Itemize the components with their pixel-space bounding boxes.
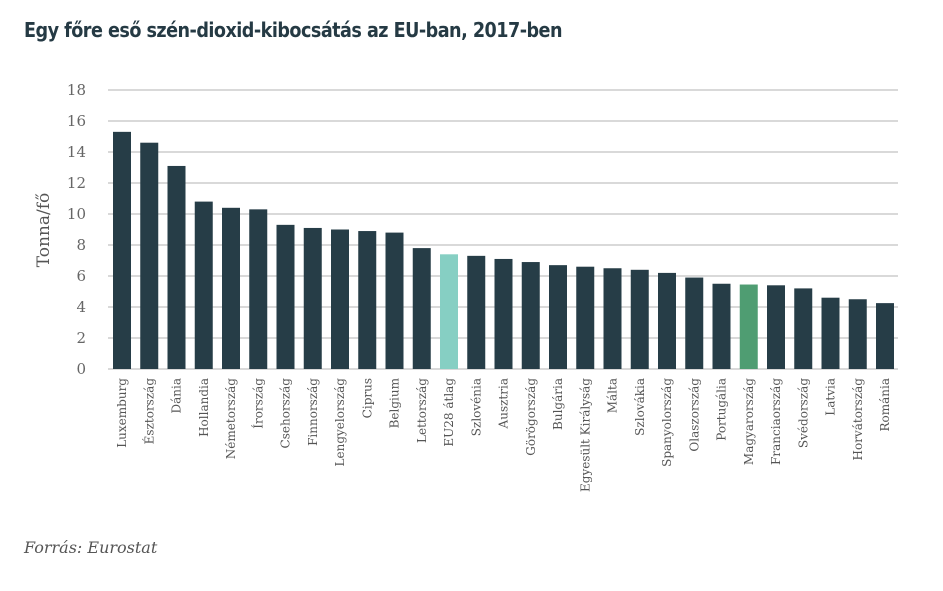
x-tick-label: Luxemburg: [115, 378, 129, 448]
x-tick-label: Hollandia: [197, 378, 211, 437]
bar-észtország: [140, 142, 159, 369]
y-tick-label: 6: [76, 267, 86, 285]
bar-belgium: [385, 232, 404, 369]
bar-portugália: [712, 283, 731, 369]
bar-latvia: [821, 297, 840, 369]
x-tick-label: Írország: [250, 378, 265, 429]
x-tick-label: Svédország: [796, 378, 810, 448]
x-tick-label: Olaszország: [687, 378, 701, 452]
bar-finnország: [303, 227, 322, 369]
x-tick-label: Lettország: [415, 378, 429, 443]
bar-ausztria: [494, 258, 513, 369]
x-tick-label: Ciprus: [360, 378, 374, 418]
x-tick-label: Szlovénia: [469, 378, 483, 436]
x-tick-label: Lengyelország: [333, 378, 347, 467]
y-tick-label: 4: [76, 298, 86, 316]
y-tick-label: 14: [67, 143, 86, 161]
bar-franciaország: [767, 285, 785, 369]
x-tick-label: Görögország: [524, 378, 538, 456]
x-tick-label: Franciaország: [769, 378, 783, 465]
x-tick-label: Spanyolország: [660, 378, 674, 467]
bar-málta: [603, 268, 622, 369]
bar-ciprus: [358, 231, 377, 369]
y-axis-ticks: 0 2 4 6 8 10 12 14 16 18: [67, 81, 86, 378]
bar-németország: [222, 207, 240, 369]
x-axis-labels: Luxemburg Észtország Dánia Hollandia Németor…: [115, 377, 892, 492]
x-tick-label: Portugália: [715, 378, 729, 441]
y-tick-label: 8: [76, 236, 86, 254]
bars: [113, 131, 894, 369]
bar-lengyelország: [331, 229, 349, 369]
y-tick-label: 16: [67, 112, 86, 130]
bar-csehország: [276, 224, 295, 369]
x-tick-label: Egyesült Királyság: [578, 378, 592, 492]
x-tick-label: Dánia: [170, 378, 184, 414]
source-note: Forrás: Eurostat: [24, 538, 158, 557]
bar-bulgária: [549, 265, 567, 369]
x-tick-label: Finnország: [306, 378, 320, 446]
x-tick-label: Románia: [878, 378, 892, 432]
x-tick-label: Belgium: [388, 377, 402, 428]
x-tick-label: EU28 átlag: [442, 378, 456, 447]
y-tick-label: 2: [76, 329, 86, 347]
bar-szlovákia: [630, 269, 649, 369]
x-tick-label: Málta: [606, 378, 620, 413]
bar-egyesült-királyság: [576, 266, 595, 369]
x-tick-label: Magyarország: [742, 378, 756, 465]
bar-spanyolország: [658, 272, 676, 369]
bar-horvátország: [848, 299, 867, 369]
bar-szlovénia: [467, 255, 486, 369]
bar-hollandia: [194, 201, 213, 369]
y-tick-label: 12: [67, 174, 86, 192]
bar-lettország: [412, 248, 431, 369]
x-tick-label: Németország: [224, 378, 238, 460]
y-tick-label: 0: [76, 360, 86, 378]
bar-olaszország: [685, 277, 704, 369]
x-tick-label: Csehország: [279, 378, 293, 449]
bar-magyarország: [739, 284, 758, 369]
x-tick-label: Horvátország: [851, 378, 865, 461]
bar-svédország: [794, 288, 813, 369]
x-tick-label: Észtország: [141, 378, 156, 445]
x-tick-label: Latvia: [824, 378, 838, 416]
y-axis-label: Tonna/fő: [34, 193, 54, 268]
chart-title: Egy főre eső szén-dioxid-kibocsátás az E…: [24, 18, 562, 42]
bar-románia: [876, 303, 894, 369]
x-tick-label: Bulgária: [551, 378, 565, 430]
bar-dánia: [167, 165, 186, 369]
x-tick-label: Szlovákia: [633, 378, 647, 436]
bar-chart: 0 2 4 6 8 10 12 14 16 18 Tonna/fő Luxemburg Észtor…: [34, 81, 898, 492]
bar-görögország: [521, 262, 540, 369]
y-tick-label: 18: [67, 81, 86, 99]
bar-eu28-átlag: [440, 254, 458, 369]
bar-írország: [249, 209, 268, 369]
bar-luxemburg: [113, 131, 131, 369]
y-tick-label: 10: [67, 205, 86, 223]
x-tick-label: Ausztria: [497, 378, 511, 429]
